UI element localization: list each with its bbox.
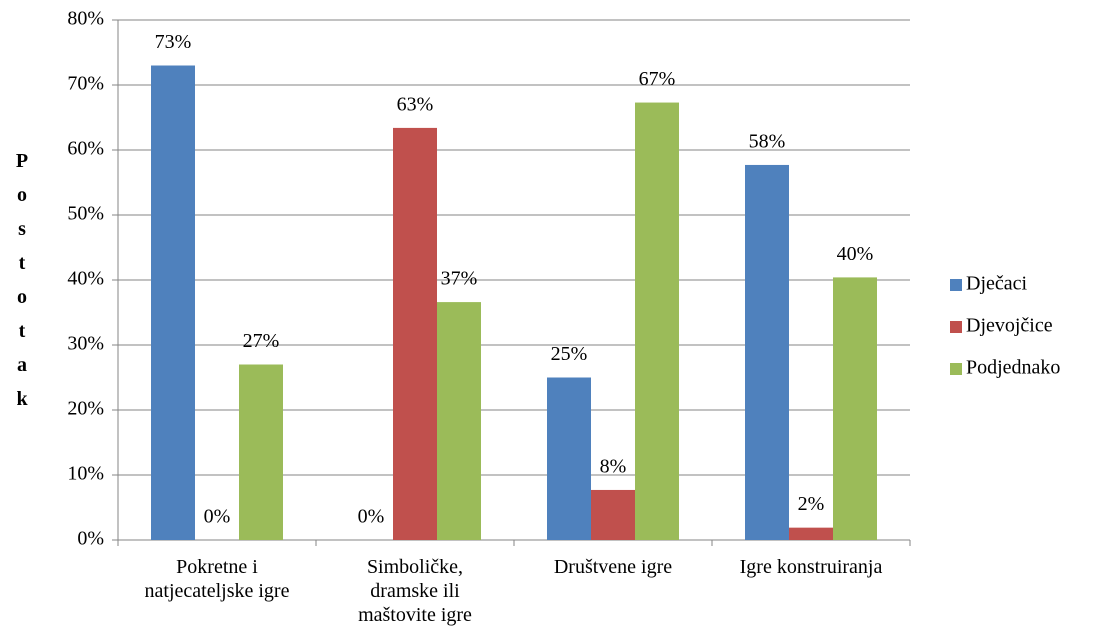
legend-label: Djevojčice	[966, 315, 1053, 337]
y-tick-label: 50%	[67, 203, 104, 225]
y-tick-label: 60%	[67, 138, 104, 160]
bar	[393, 127, 437, 541]
y-tick-label: 30%	[67, 333, 104, 355]
x-tick-label: Pokretne i natjecateljske igre	[144, 556, 290, 602]
y-tick-label: 40%	[67, 268, 104, 290]
data-label: 37%	[441, 268, 478, 290]
data-label: 67%	[639, 68, 676, 90]
x-tick-label: Simboličke, dramske ili maštovite igre	[358, 556, 472, 626]
y-axis-label: Postotak	[11, 150, 33, 422]
y-tick-label: 70%	[67, 73, 104, 95]
legend-swatch	[950, 363, 962, 375]
data-label: 58%	[749, 131, 786, 153]
data-label: 0%	[204, 506, 231, 528]
y-tick-label: 80%	[67, 8, 104, 30]
data-label: 27%	[243, 330, 280, 352]
bar	[591, 489, 635, 540]
data-label: 40%	[837, 243, 874, 265]
data-label: 0%	[358, 506, 385, 528]
bar	[547, 377, 591, 540]
legend-label: Podjednako	[966, 357, 1060, 379]
bar	[745, 164, 789, 540]
data-label: 73%	[155, 31, 192, 53]
legend-swatch	[950, 321, 962, 333]
data-label: 8%	[600, 456, 627, 478]
bar	[833, 277, 877, 540]
y-tick-label: 0%	[77, 528, 104, 550]
bar	[635, 102, 679, 541]
data-label: 63%	[397, 93, 434, 115]
data-label: 2%	[798, 493, 825, 515]
bar	[789, 527, 833, 540]
data-label: 25%	[551, 343, 588, 365]
legend-label: Dječaci	[966, 273, 1028, 295]
bar	[151, 65, 195, 540]
bar	[437, 302, 481, 540]
x-tick-label: Igre konstruiranja	[739, 556, 883, 578]
legend-swatch	[950, 279, 962, 291]
y-tick-label: 20%	[67, 398, 104, 420]
y-tick-label: 10%	[67, 463, 104, 485]
x-tick-label: Društvene igre	[553, 556, 673, 578]
bar	[239, 364, 283, 540]
